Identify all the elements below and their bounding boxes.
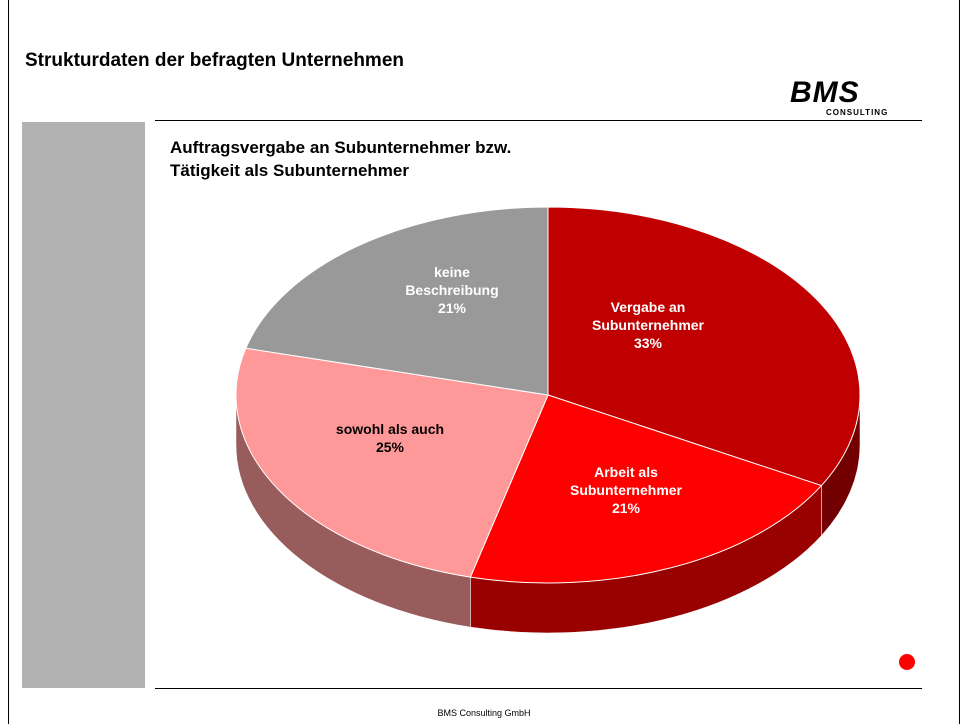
value-label: 33% (633, 335, 663, 351)
logo-name: BMS (790, 76, 860, 109)
slice-label: sowohl als auch 25% (315, 420, 465, 456)
slice-label: keine Beschreibung 21% (397, 263, 507, 317)
value-label: 21% (611, 500, 641, 516)
chart-title: Auftragsvergabe an Subunternehmer bzw. T… (170, 138, 512, 180)
slice-label: Vergabe an Subunternehmer 33% (588, 298, 708, 352)
value-label: 25% (375, 439, 405, 455)
slice (469, 394, 823, 584)
footer-rule (155, 688, 922, 689)
category-label: keine Beschreibung (405, 264, 499, 298)
logo-tagline: CONSULTING (826, 108, 889, 117)
red-dot (899, 654, 915, 670)
frame (8, 0, 960, 724)
slice (245, 206, 549, 396)
category-label: sowohl als auch (335, 421, 445, 437)
slice (235, 347, 549, 578)
category-label: Vergabe an Subunternehmer (591, 299, 704, 333)
footer-text: BMS Consulting GmbH (437, 708, 531, 718)
value-label: 21% (437, 300, 467, 316)
side-bar (22, 122, 145, 688)
slice (547, 206, 861, 487)
slice-label: Arbeit als Subunternehmer 21% (561, 463, 691, 517)
category-label: Arbeit als Subunternehmer (569, 464, 682, 498)
slide-title: Strukturdaten der befragten Unternehmen (25, 50, 404, 71)
header-rule (155, 120, 922, 121)
